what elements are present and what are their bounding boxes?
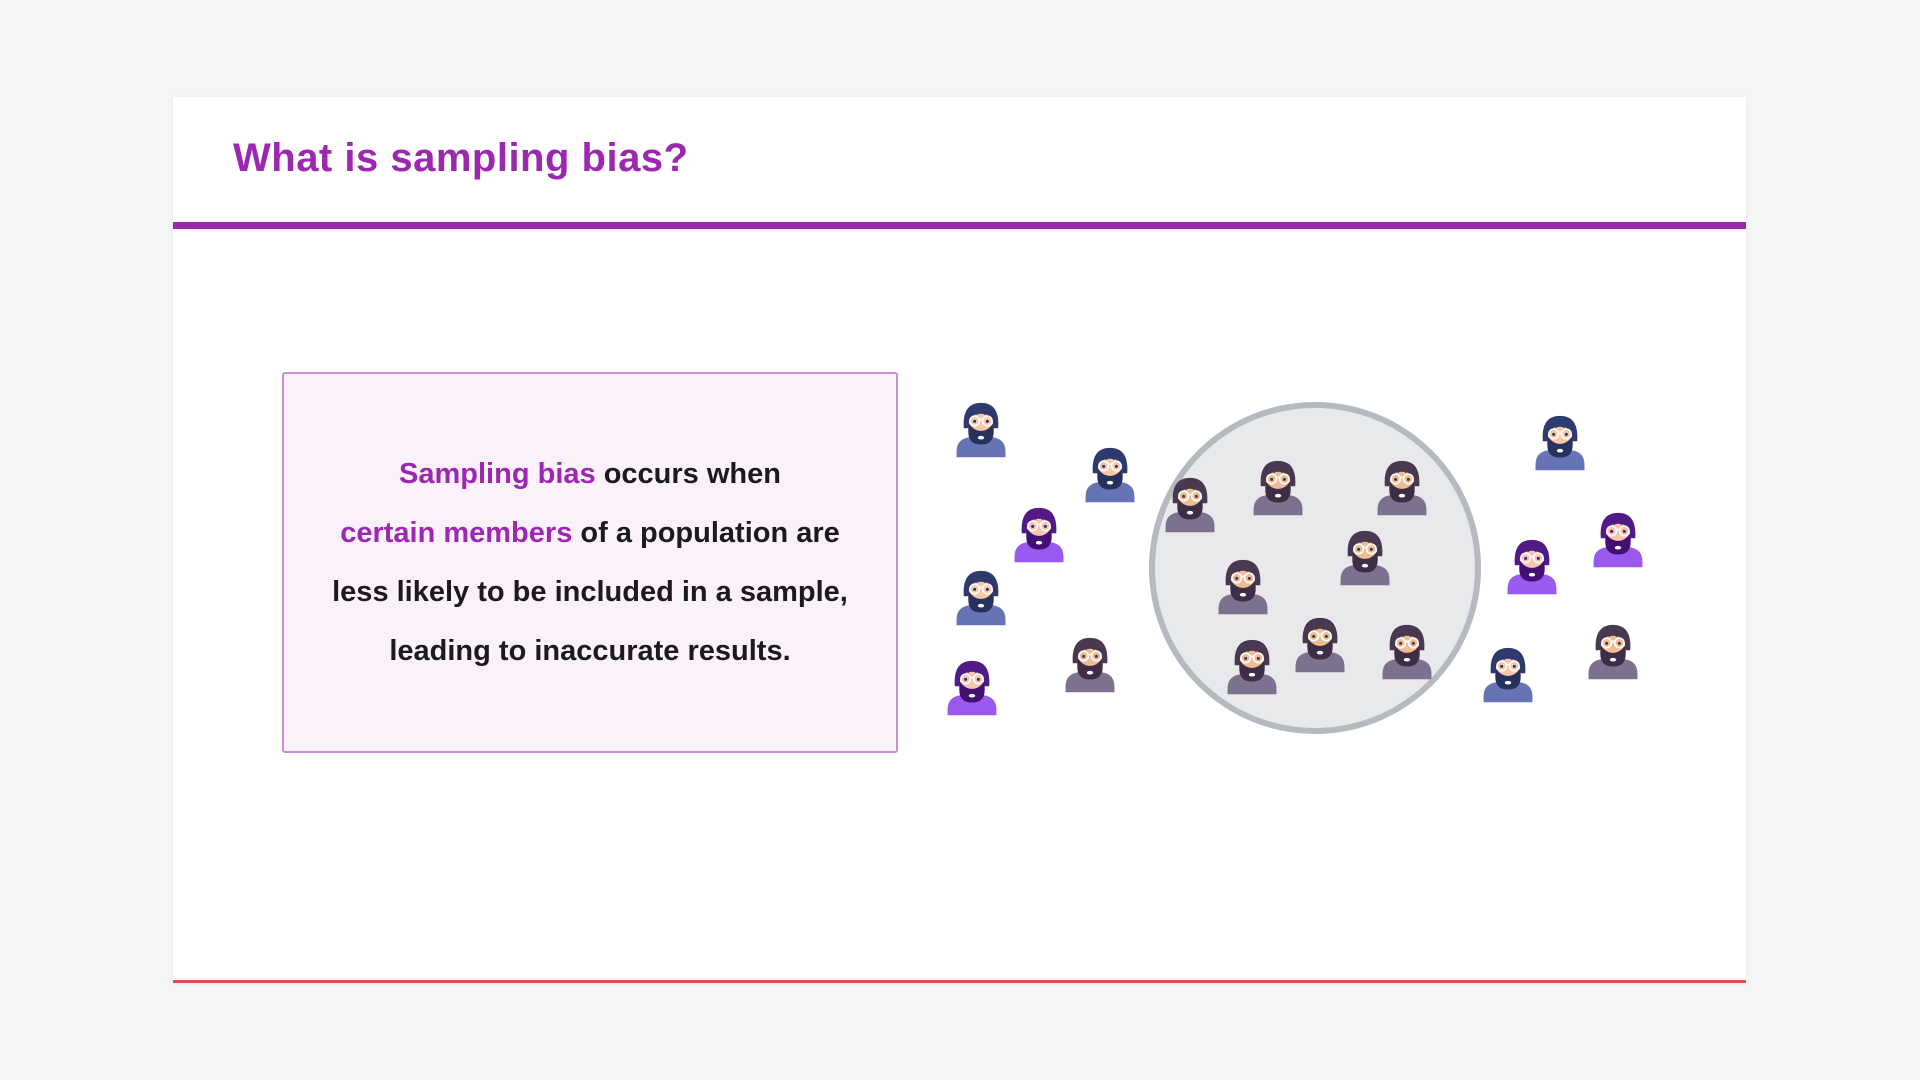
person-avatar-in-sample bbox=[1291, 616, 1349, 674]
person-avatar bbox=[1081, 446, 1139, 504]
definition-line: less likely to be included in a sample, bbox=[332, 563, 848, 622]
slide-card: What is sampling bias? Sampling bias occ… bbox=[173, 97, 1746, 983]
person-avatar-in-sample bbox=[1223, 638, 1281, 696]
definition-text: of a population are bbox=[572, 516, 840, 549]
person-avatar bbox=[1589, 511, 1647, 569]
person-icon bbox=[1085, 447, 1135, 503]
person-icon bbox=[1535, 415, 1585, 471]
title-divider bbox=[173, 222, 1746, 229]
person-avatar-in-sample bbox=[1214, 558, 1272, 616]
definition-line: leading to inaccurate results. bbox=[389, 622, 790, 681]
person-icon bbox=[1483, 647, 1533, 703]
person-avatar bbox=[952, 401, 1010, 459]
person-icon bbox=[1227, 639, 1277, 695]
slide-title: What is sampling bias? bbox=[233, 136, 689, 180]
definition-text: less likely to be included in a sample, bbox=[332, 575, 848, 608]
person-icon bbox=[1253, 460, 1303, 516]
definition-box: Sampling bias occurs when certain members… bbox=[282, 372, 898, 753]
person-icon bbox=[956, 570, 1006, 626]
person-icon bbox=[1340, 530, 1390, 586]
person-avatar bbox=[1503, 538, 1561, 596]
person-icon bbox=[1065, 637, 1115, 693]
person-avatar bbox=[952, 569, 1010, 627]
person-icon bbox=[1593, 512, 1643, 568]
person-avatar-in-sample bbox=[1378, 623, 1436, 681]
person-icon bbox=[1382, 624, 1432, 680]
person-icon bbox=[956, 402, 1006, 458]
person-avatar bbox=[1479, 646, 1537, 704]
person-avatar bbox=[1531, 414, 1589, 472]
definition-highlight: certain members bbox=[340, 516, 573, 549]
person-avatar-in-sample bbox=[1336, 529, 1394, 587]
definition-line: certain members of a population are bbox=[340, 504, 840, 563]
person-icon bbox=[1507, 539, 1557, 595]
person-avatar bbox=[1010, 506, 1068, 564]
person-icon bbox=[1165, 477, 1215, 533]
definition-line: Sampling bias occurs when bbox=[399, 445, 781, 504]
person-avatar-in-sample bbox=[1249, 459, 1307, 517]
person-avatar bbox=[943, 659, 1001, 717]
person-icon bbox=[1295, 617, 1345, 673]
person-icon bbox=[1218, 559, 1268, 615]
person-icon bbox=[947, 660, 997, 716]
sample-circle bbox=[1149, 402, 1481, 734]
person-avatar bbox=[1061, 636, 1119, 694]
person-avatar-in-sample bbox=[1373, 459, 1431, 517]
definition-highlight: Sampling bias bbox=[399, 457, 596, 490]
person-avatar-in-sample bbox=[1161, 476, 1219, 534]
definition-text: leading to inaccurate results. bbox=[389, 634, 791, 667]
person-avatar bbox=[1584, 623, 1642, 681]
person-icon bbox=[1014, 507, 1064, 563]
definition-text: occurs when bbox=[595, 457, 781, 490]
population-illustration bbox=[173, 230, 1746, 980]
person-icon bbox=[1377, 460, 1427, 516]
person-icon bbox=[1588, 624, 1638, 680]
